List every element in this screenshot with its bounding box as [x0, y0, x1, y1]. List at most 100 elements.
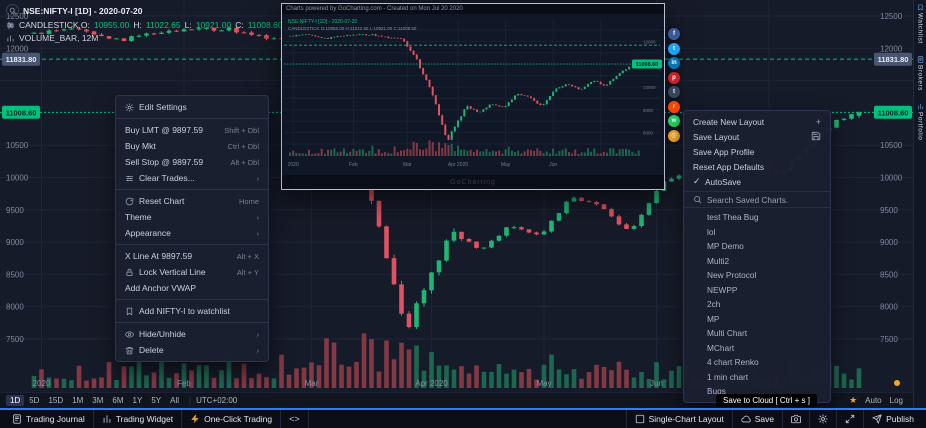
- menu-item-shortcut: ›: [256, 173, 260, 183]
- menu-item-shortcut: ›: [256, 228, 260, 238]
- timezone-label[interactable]: UTC+02:00: [196, 396, 238, 405]
- symbol-search-icon[interactable]: [6, 4, 19, 17]
- sidebar-tab-watchlist[interactable]: Watchlist: [917, 4, 924, 44]
- share-linkedin-icon[interactable]: in: [668, 57, 680, 69]
- footer-save-button[interactable]: Save: [731, 410, 782, 428]
- context-menu-item-edit-settings[interactable]: Edit Settings: [116, 99, 268, 115]
- layout-menu-item-reset-app-defaults[interactable]: Reset App Defaults: [684, 159, 830, 174]
- star-icon: ★: [849, 395, 858, 405]
- candlestick-series-icon[interactable]: [6, 21, 15, 30]
- saved-chart-newpp[interactable]: NEWPP: [707, 284, 738, 295]
- footer-expand-button[interactable]: [836, 410, 863, 428]
- saved-charts-search[interactable]: Search Saved Charts.: [684, 191, 830, 208]
- timeframe-15d-button[interactable]: 15D: [48, 396, 64, 405]
- footer-toolbar: Trading Journal Trading Widget One-Click T…: [0, 408, 926, 428]
- saved-chart-multi2[interactable]: Multi2: [707, 255, 730, 266]
- context-menu-item-delete[interactable]: Delete ›: [116, 342, 268, 358]
- context-menu-item-add-nifty-i-to-watchlist[interactable]: Add NIFTY-I to watchlist: [116, 303, 268, 319]
- timeframe-3m-button[interactable]: 3M: [92, 396, 104, 405]
- saved-chart-multi-chart[interactable]: Multi Chart: [707, 328, 748, 339]
- timeframe-5d-button[interactable]: 5D: [29, 396, 40, 405]
- svg-text:11831.80: 11831.80: [878, 55, 909, 64]
- share-whatsapp-icon[interactable]: w: [668, 115, 680, 127]
- context-menu-item-hide-unhide[interactable]: Hide/Unhide ›: [116, 326, 268, 342]
- share-twitter-icon[interactable]: t: [668, 42, 680, 55]
- left-axis-label: 9500: [6, 206, 24, 215]
- svg-text:12000: 12000: [643, 39, 656, 44]
- saved-chart-lol[interactable]: lol: [707, 226, 716, 237]
- context-menu-item-reset-chart[interactable]: Reset Chart Home: [116, 193, 268, 209]
- share-pinterest-icon[interactable]: p: [668, 71, 680, 84]
- layout-menu-item-autosave[interactable]: ✓ AutoSave: [684, 174, 830, 189]
- sidebar-tab-brokers[interactable]: Brokers: [916, 55, 924, 91]
- tab-label: Brokers: [916, 64, 924, 91]
- footer-publish-button[interactable]: Publish: [863, 410, 922, 428]
- menu-item-label: Add Anchor VWAP: [125, 283, 197, 293]
- menu-item-shortcut: Shift + Dbl: [224, 125, 259, 135]
- footer-label: Trading Widget: [115, 414, 174, 424]
- timeframe-all-button[interactable]: All: [170, 396, 180, 405]
- saved-chart-4-chart-renko[interactable]: 4 chart Renko: [707, 357, 759, 368]
- trash-icon: [125, 346, 134, 355]
- check-icon: ✓: [693, 176, 701, 186]
- menu-item-label: Add NIFTY-I to watchlist: [139, 306, 230, 316]
- share-reddit-icon[interactable]: r: [668, 100, 680, 113]
- context-menu-item-lock-vertical-line[interactable]: Lock Vertical Line Alt + Y: [116, 264, 268, 280]
- symbol-title[interactable]: NSE:NIFTY-I [1D] - 2020-07-20: [23, 5, 143, 16]
- menu-item-label: Buy LMT @ 9897.59: [125, 125, 203, 135]
- timeframe-1d-button[interactable]: 1D: [6, 395, 25, 406]
- svg-text:11008.60: 11008.60: [6, 108, 37, 117]
- svg-text:May: May: [501, 162, 511, 168]
- timeframe-6m-button[interactable]: 6M: [112, 396, 124, 405]
- context-menu-item-sell-stop-9897-59[interactable]: Sell Stop @ 9897.59 Alt + Dbl: [116, 154, 268, 170]
- volume-series-icon[interactable]: [6, 34, 15, 43]
- footer-code-button[interactable]: <>: [281, 410, 309, 428]
- last-price-badge: [2, 105, 40, 119]
- share-facebook-icon[interactable]: f: [668, 28, 680, 40]
- context-menu-item-appearance[interactable]: Appearance ›: [116, 225, 268, 241]
- share-email-icon[interactable]: @: [668, 129, 680, 142]
- layout-menu-item-create-new-layout[interactable]: Create New Layout +: [684, 114, 830, 129]
- scale-auto-toggle[interactable]: Auto: [865, 396, 882, 405]
- footer-gear-button[interactable]: [809, 410, 836, 428]
- saved-chart-1-min-chart[interactable]: 1 min chart: [707, 371, 749, 382]
- search-icon: [693, 195, 702, 204]
- footer-one-click-trading-button[interactable]: One-Click Trading: [182, 410, 282, 428]
- timeframe-5y-button[interactable]: 5Y: [151, 396, 162, 405]
- time-axis-label: Mar: [305, 379, 319, 388]
- footer-camera-button[interactable]: [782, 410, 809, 428]
- context-menu-item-clear-trades[interactable]: Clear Trades... ›: [116, 170, 268, 186]
- lock-icon: [125, 268, 134, 277]
- context-menu-item-x-line-at-9897-59[interactable]: X Line At 9897.59 Alt + X: [116, 248, 268, 264]
- journal-icon: [917, 55, 924, 63]
- saved-chart-new-protocol[interactable]: New Protocol: [707, 270, 757, 281]
- left-axis-label: 12000: [6, 44, 29, 53]
- saved-chart-test-thea-bug[interactable]: test Thea Bug: [707, 212, 759, 223]
- layout-menu-item-save-layout[interactable]: Save Layout: [684, 129, 830, 144]
- saved-chart-mp[interactable]: MP: [707, 313, 720, 324]
- saved-chart-mchart[interactable]: MChart: [707, 342, 735, 353]
- saved-chart-mp-demo[interactable]: MP Demo: [707, 241, 744, 252]
- open-value: 10955.00: [93, 20, 130, 30]
- cloud-icon: [741, 414, 751, 424]
- sidebar-tab-portfolio[interactable]: Portfolio: [917, 103, 924, 140]
- right-axis-label: 10500: [880, 141, 903, 150]
- timeframe-1m-button[interactable]: 1M: [72, 396, 84, 405]
- timeframe-1y-button[interactable]: 1Y: [132, 396, 143, 405]
- footer-trading-widget-button[interactable]: Trading Widget: [94, 410, 183, 428]
- svg-text:8000: 8000: [643, 131, 654, 136]
- footer-label: Trading Journal: [26, 414, 85, 424]
- context-menu-item-buy-lmt-9897-59[interactable]: Buy LMT @ 9897.59 Shift + Dbl: [116, 122, 268, 138]
- context-menu-item-buy-mkt[interactable]: Buy Mkt Ctrl + Dbl: [116, 138, 268, 154]
- layout-menu-item-save-app-profile[interactable]: Save App Profile: [684, 144, 830, 159]
- share-tumblr-icon[interactable]: t: [668, 86, 680, 98]
- snapshot-watermark: GoCharting: [282, 175, 664, 189]
- context-menu-item-add-anchor-vwap[interactable]: Add Anchor VWAP: [116, 280, 268, 296]
- saved-chart-bugs[interactable]: Bugs: [707, 386, 726, 397]
- footer-single-chart-layout-button[interactable]: Single-Chart Layout: [625, 410, 732, 428]
- scale-log-toggle[interactable]: Log: [889, 396, 903, 405]
- right-axis-label: 7500: [880, 335, 898, 344]
- saved-chart-2ch[interactable]: 2ch: [707, 299, 721, 310]
- context-menu-item-theme[interactable]: Theme ›: [116, 209, 268, 225]
- footer-trading-journal-button[interactable]: Trading Journal: [4, 410, 94, 428]
